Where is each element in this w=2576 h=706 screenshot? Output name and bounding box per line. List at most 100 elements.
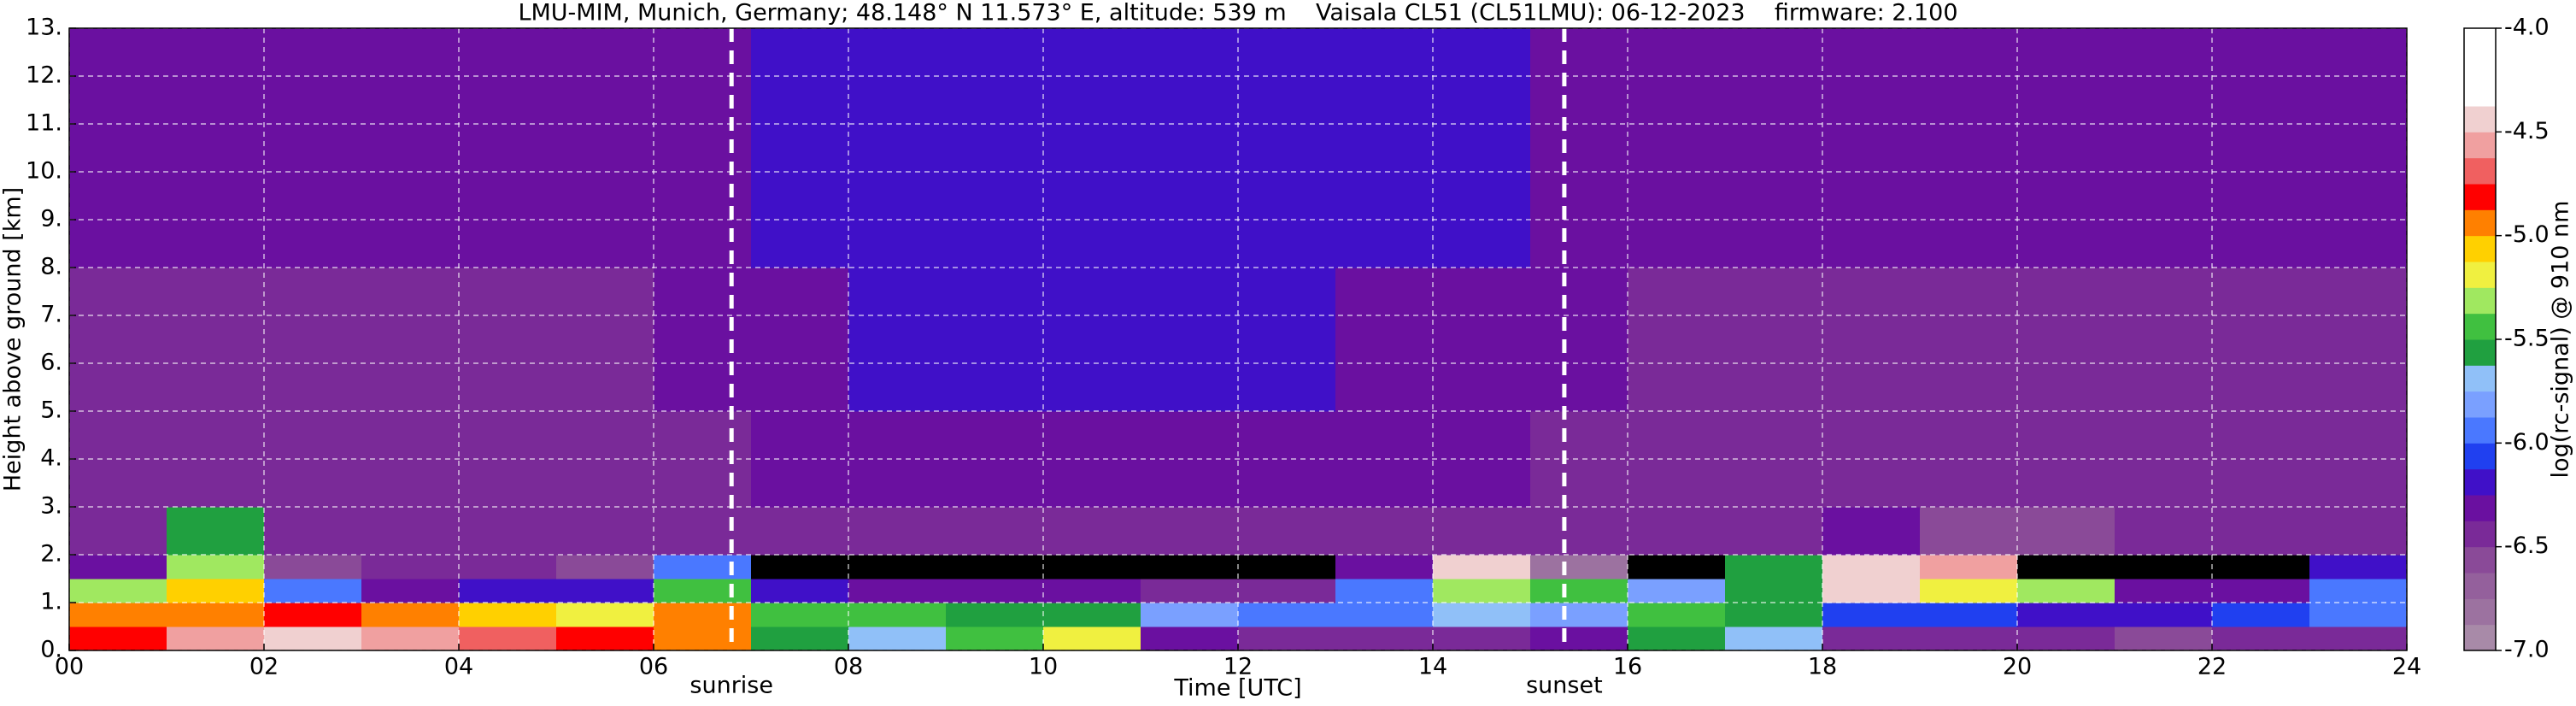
heatmap-cell [459, 603, 557, 627]
heatmap-cell [361, 555, 460, 580]
heatmap-cell [1920, 555, 2018, 580]
heatmap-cell [1628, 507, 1726, 556]
heatmap-cell [946, 603, 1044, 627]
heatmap-cell [1530, 603, 1628, 627]
annotation-label: sunrise [689, 673, 773, 699]
colorbar-tick-label: -6.0 [2504, 429, 2550, 456]
x-tick-label: 16 [1613, 654, 1642, 680]
y-tick-label: 6. [40, 350, 62, 376]
heatmap-cell [2115, 627, 2213, 651]
heatmap-cell [1043, 268, 1141, 412]
heatmap-cell [1433, 507, 1531, 556]
heatmap-cell [69, 268, 167, 412]
heatmap-cell [2115, 268, 2213, 412]
y-tick-label: 9. [40, 206, 62, 232]
colorbar-swatch [2464, 184, 2496, 210]
heatmap-cell [1238, 507, 1336, 556]
heatmap-cell [2115, 507, 2213, 556]
x-tick-label: 06 [639, 654, 668, 680]
heatmap-cell [1238, 28, 1336, 268]
heatmap-cell [1043, 627, 1141, 651]
x-tick-label: 20 [2003, 654, 2032, 680]
heatmap-cell [751, 603, 849, 627]
colorbar-swatch [2464, 106, 2496, 132]
x-axis-label: Time [UTC] [1173, 675, 1301, 702]
heatmap-cell [654, 555, 752, 580]
heatmap-cell [2017, 555, 2115, 580]
heatmap-cell [2309, 507, 2408, 556]
colorbar-label: log(rc-signal) @ 910 nm [2548, 201, 2574, 479]
heatmap-cell [459, 268, 557, 412]
heatmap-cell [1141, 603, 1239, 627]
y-axis-label: Height above ground [km] [0, 187, 26, 491]
heatmap-cell [946, 555, 1044, 580]
colorbar-tick-label: -6.5 [2504, 532, 2550, 559]
heatmap-cell [654, 579, 752, 603]
heatmap-cell [1725, 28, 1823, 268]
heatmap-cell [751, 268, 849, 412]
heatmap-cell [167, 507, 265, 556]
heatmap-cell [2115, 603, 2213, 627]
heatmap-cell [1725, 603, 1823, 627]
heatmap-cell [654, 28, 752, 268]
y-tick-label: 13. [26, 15, 62, 41]
heatmap-cell [1530, 579, 1628, 603]
heatmap-cell [2309, 579, 2408, 603]
heatmap-cell [69, 507, 167, 556]
heatmap-cell [1335, 603, 1434, 627]
x-tick-label: 04 [444, 654, 473, 680]
y-tick-label: 7. [40, 302, 62, 328]
y-tick-label: 0. [40, 637, 62, 663]
heatmap-cell [459, 627, 557, 651]
heatmap-cell [654, 603, 752, 627]
heatmap-cell [848, 507, 947, 556]
colorbar-swatch [2464, 79, 2496, 107]
heatmap-cell [2017, 627, 2115, 651]
heatmap-cell [1433, 268, 1531, 412]
heatmap-cell [1335, 28, 1434, 268]
heatmap-cell [361, 507, 460, 556]
y-tick-label: 3. [40, 493, 62, 520]
colorbar-swatch [2464, 54, 2496, 81]
colorbar-swatch [2464, 495, 2496, 521]
annotation-label: sunset [1526, 673, 1603, 699]
heatmap-cell [459, 28, 557, 268]
heatmap-cell [1141, 507, 1239, 556]
heatmap-cell [361, 627, 460, 651]
heatmap-cell [1822, 579, 1921, 603]
heatmap-cell [1238, 627, 1336, 651]
y-tick-label: 8. [40, 254, 62, 280]
heatmap-cell [1725, 268, 1823, 412]
heatmap-cell [1238, 579, 1336, 603]
heatmap-cell [654, 507, 752, 556]
heatmap-cell [654, 268, 752, 412]
heatmap-cell [2115, 579, 2213, 603]
heatmap-cell [1920, 627, 2018, 651]
heatmap-cell [2017, 28, 2115, 268]
colorbar-tick-label: -4.0 [2504, 15, 2550, 41]
heatmap-cell [167, 555, 265, 580]
y-tick-label: 5. [40, 397, 62, 424]
heatmap-cell [1335, 555, 1434, 580]
heatmap-cell [1628, 603, 1726, 627]
x-tick-label: 08 [834, 654, 863, 680]
heatmap-cell [946, 507, 1044, 556]
heatmap-cell [69, 555, 167, 580]
colorbar-swatch [2464, 262, 2496, 288]
colorbar-swatch [2464, 313, 2496, 340]
heatmap-cell [556, 555, 654, 580]
heatmap-cell [167, 28, 265, 268]
x-tick-label: 12 [1223, 654, 1253, 680]
heatmap-cell [1141, 268, 1239, 412]
heatmap-cell [361, 268, 460, 412]
heatmap-cell [1725, 627, 1823, 651]
heatmap-cell [264, 268, 362, 412]
heatmap-cell [361, 28, 460, 268]
colorbar-tick-label: -5.5 [2504, 326, 2550, 352]
heatmap-cell [1822, 28, 1921, 268]
heatmap-cell [1433, 603, 1531, 627]
heatmap-cell [1433, 627, 1531, 651]
heatmap-cell [848, 579, 947, 603]
x-tick-label: 02 [249, 654, 279, 680]
y-tick-label: 2. [40, 541, 62, 568]
